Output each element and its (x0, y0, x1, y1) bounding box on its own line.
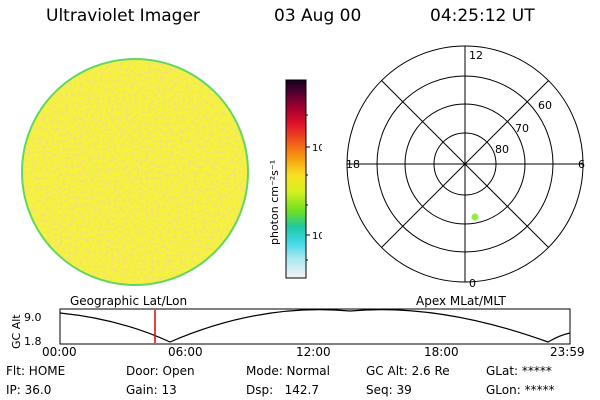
mlt-label-0: 0 (469, 277, 476, 290)
status-ip: IP: 36.0 (6, 383, 52, 397)
earth-disk-image (21, 58, 249, 286)
time-tick-1200: 12:00 (296, 345, 331, 359)
instrument-title: Ultraviolet Imager (46, 6, 200, 26)
time-tick-2359: 23:59 (550, 345, 585, 359)
altitude-plot: GC Alt 9.0 1.8 (10, 308, 571, 349)
time-tick-0000: 00:00 (42, 345, 77, 359)
mlat-label-70: 70 (515, 122, 529, 135)
time-tick-1800: 18:00 (424, 345, 459, 359)
satellite-footpoint (471, 213, 479, 221)
status-glat: GLat: ***** (486, 364, 552, 378)
colorbar-gradient (285, 79, 307, 279)
time-tick-0600: 06:00 (168, 345, 203, 359)
mlt-label-12: 12 (469, 49, 483, 62)
status-gc-alt: GC Alt: 2.6 Re (366, 364, 450, 378)
polar-plot: 12 18 6 0 60 70 80 (346, 45, 585, 290)
status-flt: Flt: HOME (6, 364, 66, 378)
mlt-label-18: 18 (346, 158, 360, 171)
altitude-tick-9: 9.0 (24, 311, 42, 324)
colorbar: 100 10 photon cm⁻²s⁻¹ (268, 79, 322, 279)
status-dsp: Dsp: 142.7 (246, 383, 319, 397)
status-mode: Mode: Normal (246, 364, 330, 378)
status-seq: Seq: 39 (366, 383, 412, 397)
altitude-axis-label: GC Alt (10, 314, 23, 349)
time-label: 04:25:12 UT (430, 6, 535, 26)
status-glon: GLon: ***** (486, 383, 555, 397)
date-label: 03 Aug 00 (274, 6, 362, 26)
status-door: Door: Open (126, 364, 195, 378)
colorbar-tick-10: 10 (312, 231, 322, 242)
mlat-label-80: 80 (495, 143, 509, 156)
altitude-tick-1.8: 1.8 (24, 335, 42, 348)
geographic-label: Geographic Lat/Lon (70, 294, 188, 308)
mlat-label-60: 60 (538, 99, 552, 112)
colorbar-tick-100: 100 (312, 143, 322, 154)
altitude-curve (59, 309, 571, 343)
apex-label: Apex MLat/MLT (416, 294, 506, 308)
mlt-label-6: 6 (578, 158, 585, 171)
altitude-plot-frame (59, 308, 571, 345)
status-gain: Gain: 13 (126, 383, 177, 397)
colorbar-unit-label: photon cm⁻²s⁻¹ (268, 160, 281, 245)
